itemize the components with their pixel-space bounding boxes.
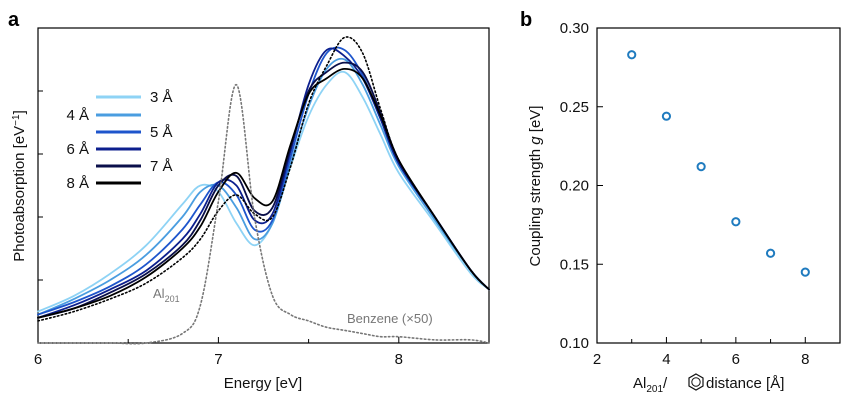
panel-b-x-tick-label: 2 xyxy=(593,351,601,368)
legend-label: 7 Å xyxy=(150,158,173,175)
panel-b-y-tick-label: 0.15 xyxy=(560,256,589,273)
panel-b-y-tick-label: 0.30 xyxy=(560,20,589,37)
legend-label: 3 Å xyxy=(150,89,173,106)
series-line-6a xyxy=(37,47,490,319)
al201-annotation: Al201 xyxy=(153,286,180,304)
series-line-5a xyxy=(37,46,490,316)
panel-b-x-tick-label: 6 xyxy=(732,351,740,368)
panel-b-x-tick-label: 8 xyxy=(801,351,809,368)
scatter-point xyxy=(765,248,776,258)
scatter-point xyxy=(696,162,706,172)
benzene-ring-inner-icon xyxy=(691,377,701,387)
benzene-annotation: Benzene (×50) xyxy=(347,311,433,326)
series-line-7a xyxy=(37,61,490,319)
al201-curve xyxy=(37,36,490,322)
scatter-point xyxy=(731,217,741,227)
panel-b-y-tick-label: 0.20 xyxy=(560,178,589,195)
panel-a-x-tick-label: 6 xyxy=(34,351,42,368)
svg-text:Al201/: Al201/ xyxy=(633,375,668,395)
panel-a-series-lines xyxy=(37,36,490,345)
panel-b-axes-frame xyxy=(596,27,841,344)
benzene-curve xyxy=(37,83,490,345)
panel-a-x-tick-label: 8 xyxy=(395,351,403,368)
panel-b-x-axis-label: Al201/ distance [Å] xyxy=(633,373,784,395)
panel-b-y-tick-label: 0.25 xyxy=(560,99,589,116)
legend-label: 5 Å xyxy=(150,124,173,141)
panel-b-y-axis-label: Coupling strength g [eV] xyxy=(527,106,544,267)
scatter-point xyxy=(627,50,637,60)
panel-a-legend: 3 Å 4 Å 5 Å 6 Å 7 Å 8 Å xyxy=(66,89,172,192)
series-line-4a xyxy=(37,57,490,316)
scatter-point xyxy=(661,111,672,121)
panel-a-y-ticks xyxy=(38,90,43,281)
benzene-ring-icon xyxy=(688,373,704,391)
panel-b-scatter-points xyxy=(627,50,810,277)
series-line-3a xyxy=(37,70,490,313)
panel-a-axes-frame xyxy=(37,27,490,344)
legend-label: 6 Å xyxy=(66,141,89,158)
legend-label: 8 Å xyxy=(66,175,89,192)
panel-a-y-axis-label: Photoabsorption [eV−1] xyxy=(11,110,28,262)
panel-b-y-ticks: 0.10 0.15 0.20 0.25 0.30 xyxy=(560,20,603,352)
svg-text:distance [Å]: distance [Å] xyxy=(706,375,784,392)
panel-a-x-axis-label: Energy [eV] xyxy=(224,375,302,392)
scatter-point xyxy=(800,267,810,277)
panel-b-x-tick-label: 4 xyxy=(662,351,670,368)
panel-a-letter: a xyxy=(8,9,20,31)
legend-label: 4 Å xyxy=(66,107,89,124)
panel-b-y-tick-label: 0.10 xyxy=(560,335,589,352)
panel-b-letter: b xyxy=(520,9,532,31)
panel-a-x-ticks: 6 7 8 xyxy=(34,337,490,368)
panel-a-x-tick-label: 7 xyxy=(214,351,222,368)
series-line-8a xyxy=(37,67,490,319)
panel-b-x-ticks: 2 4 6 8 xyxy=(593,337,841,368)
